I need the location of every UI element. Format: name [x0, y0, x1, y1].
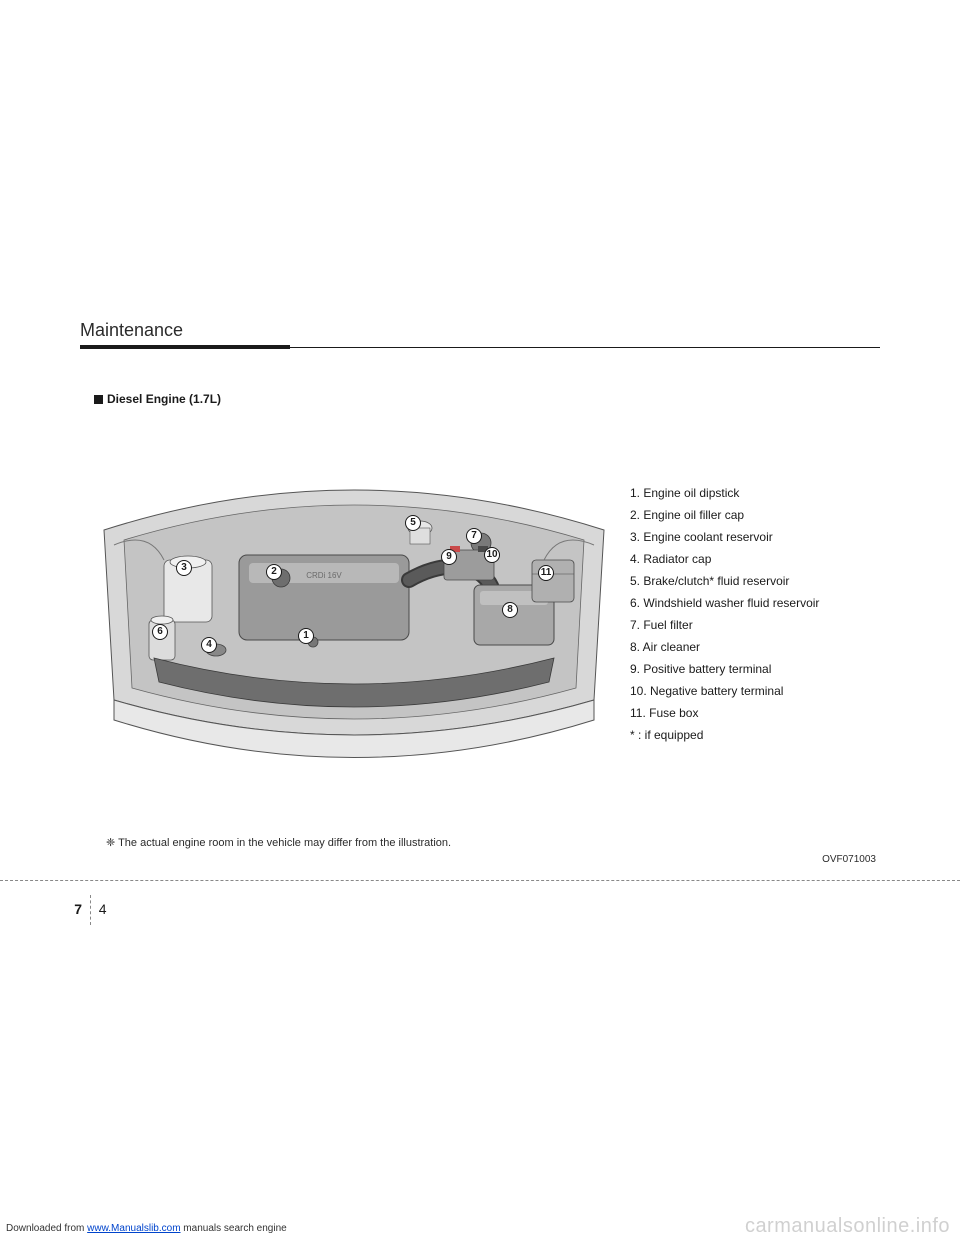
legend-item: 8. Air cleaner — [630, 636, 819, 658]
component-legend: 1. Engine oil dipstick 2. Engine oil fil… — [630, 482, 819, 746]
download-suffix: manuals search engine — [181, 1223, 287, 1234]
site-watermark: carmanualsonline.info — [745, 1215, 950, 1238]
callout-marker: 1 — [298, 628, 314, 644]
legend-item: 11. Fuse box — [630, 702, 819, 724]
illustration-code: OVF071003 — [822, 854, 876, 865]
callout-marker: 2 — [266, 564, 282, 580]
legend-item: 2. Engine oil filler cap — [630, 504, 819, 526]
header-rule-thick — [80, 345, 290, 349]
callout-marker: 8 — [502, 602, 518, 618]
diagram-title: Diesel Engine (1.7L) — [94, 392, 221, 406]
callout-marker: 7 — [466, 528, 482, 544]
legend-item: 6. Windshield washer fluid reservoir — [630, 592, 819, 614]
engine-illustration-svg: CRDi 16V — [94, 410, 614, 840]
callout-marker: 11 — [538, 565, 554, 581]
legend-item: 3. Engine coolant reservoir — [630, 526, 819, 548]
callout-marker: 9 — [441, 549, 457, 565]
legend-item: 1. Engine oil dipstick — [630, 482, 819, 504]
header-rule-thin — [290, 347, 880, 348]
page-number-separator — [90, 895, 91, 925]
engine-diagram: CRDi 16V — [94, 410, 614, 840]
page-index: 4 — [99, 901, 107, 917]
page-divider — [0, 880, 960, 881]
diagram-footnote: ❈ The actual engine room in the vehicle … — [106, 836, 451, 849]
callout-marker: 5 — [405, 515, 421, 531]
section-title: Maintenance — [80, 320, 183, 341]
download-source-note: Downloaded from www.Manualslib.com manua… — [6, 1223, 287, 1234]
square-bullet-icon — [94, 395, 103, 404]
callout-marker: 4 — [201, 637, 217, 653]
legend-note: * : if equipped — [630, 724, 819, 746]
download-prefix: Downloaded from — [6, 1223, 87, 1234]
callout-marker: 6 — [152, 624, 168, 640]
diagram-title-text: Diesel Engine (1.7L) — [107, 392, 221, 406]
footer-bar: Downloaded from www.Manualslib.com manua… — [0, 1214, 960, 1242]
chapter-number: 7 — [64, 901, 82, 917]
legend-item: 5. Brake/clutch* fluid reservoir — [630, 570, 819, 592]
engine-cover-text: CRDi 16V — [306, 571, 342, 580]
callout-marker: 3 — [176, 560, 192, 576]
legend-item: 7. Fuel filter — [630, 614, 819, 636]
callout-marker: 10 — [484, 547, 500, 563]
legend-item: 9. Positive battery terminal — [630, 658, 819, 680]
download-source-link[interactable]: www.Manualslib.com — [87, 1223, 180, 1234]
legend-item: 4. Radiator cap — [630, 548, 819, 570]
legend-item: 10. Negative battery terminal — [630, 680, 819, 702]
page-number: 7 4 — [64, 895, 107, 925]
